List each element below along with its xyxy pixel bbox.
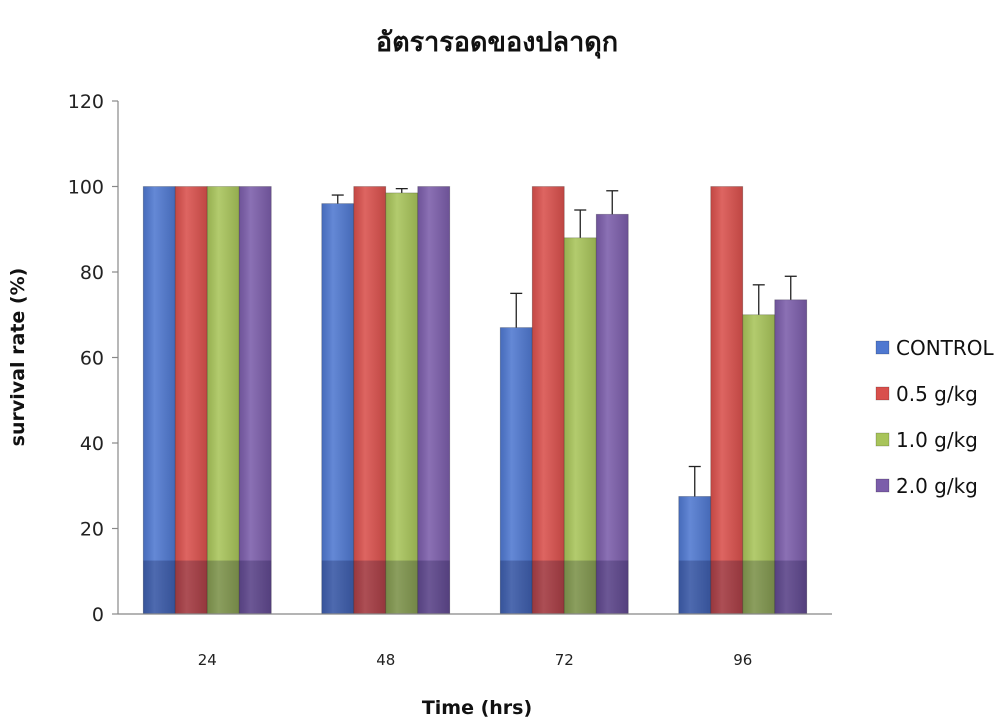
bar-base-band <box>417 560 450 614</box>
bar-shading <box>500 327 533 614</box>
y-tick-label: 0 <box>92 604 104 626</box>
bar-shading <box>564 237 597 615</box>
bar-shading <box>175 186 208 614</box>
bar-series-group <box>142 186 808 615</box>
bar-base-band <box>239 560 272 614</box>
legend-swatch <box>875 478 890 493</box>
legend-label: 0.5 g/kg <box>896 382 978 406</box>
bar-shading <box>417 186 450 614</box>
bar-base-band <box>710 560 743 614</box>
bar-base-band <box>774 560 807 614</box>
y-tick-label: 20 <box>80 519 104 541</box>
bar-shading <box>353 186 386 614</box>
bar-base-band <box>353 560 386 614</box>
bar-base-band <box>500 560 533 614</box>
bar-shading <box>385 192 418 614</box>
bar-shading <box>596 214 629 614</box>
bar-base-band <box>385 560 418 614</box>
bar-shading <box>321 203 354 614</box>
x-axis-label: Time (hrs) <box>422 697 532 719</box>
legend-swatch <box>875 340 890 355</box>
x-tick-label: 96 <box>733 651 752 669</box>
x-tick-label: 24 <box>198 651 217 669</box>
y-axis: 0 20 40 60 80 100 120 <box>68 91 119 626</box>
bar-base-band <box>742 560 775 614</box>
bar-base-band <box>678 560 711 614</box>
bar-base-band <box>143 560 176 614</box>
legend-label: 1.0 g/kg <box>896 428 978 452</box>
y-tick-label: 100 <box>68 177 104 199</box>
x-axis: 24 48 72 96 <box>118 613 832 669</box>
y-tick-label: 80 <box>80 262 104 284</box>
y-tick-label: 120 <box>68 91 104 113</box>
bar-shading <box>207 186 240 614</box>
legend-swatch <box>875 386 890 401</box>
bar-shading <box>239 186 272 614</box>
bar-shading <box>532 186 565 614</box>
x-tick-label: 72 <box>555 651 574 669</box>
bar-shading <box>742 314 775 614</box>
bar-shading <box>710 186 743 614</box>
bar-shading <box>678 496 711 614</box>
legend-label: CONTROL <box>896 336 995 360</box>
legend-label: 2.0 g/kg <box>896 474 978 498</box>
legend-swatch <box>875 432 890 447</box>
y-axis-label: survival rate (%) <box>7 268 29 447</box>
bar-base-band <box>564 560 597 614</box>
chart-title: อัตรารอดของปลาดุก <box>376 27 618 59</box>
y-tick-label: 40 <box>80 433 104 455</box>
bar-base-band <box>321 560 354 614</box>
bar-shading <box>774 299 807 614</box>
bar-base-band <box>207 560 240 614</box>
bar-base-band <box>596 560 629 614</box>
y-tick-label: 60 <box>80 348 104 370</box>
x-tick-label: 48 <box>376 651 395 669</box>
bar-base-band <box>532 560 565 614</box>
bar-shading <box>143 186 176 614</box>
legend: CONTROL 0.5 g/kg 1.0 g/kg 2.0 g/kg <box>875 336 995 498</box>
bar-base-band <box>175 560 208 614</box>
